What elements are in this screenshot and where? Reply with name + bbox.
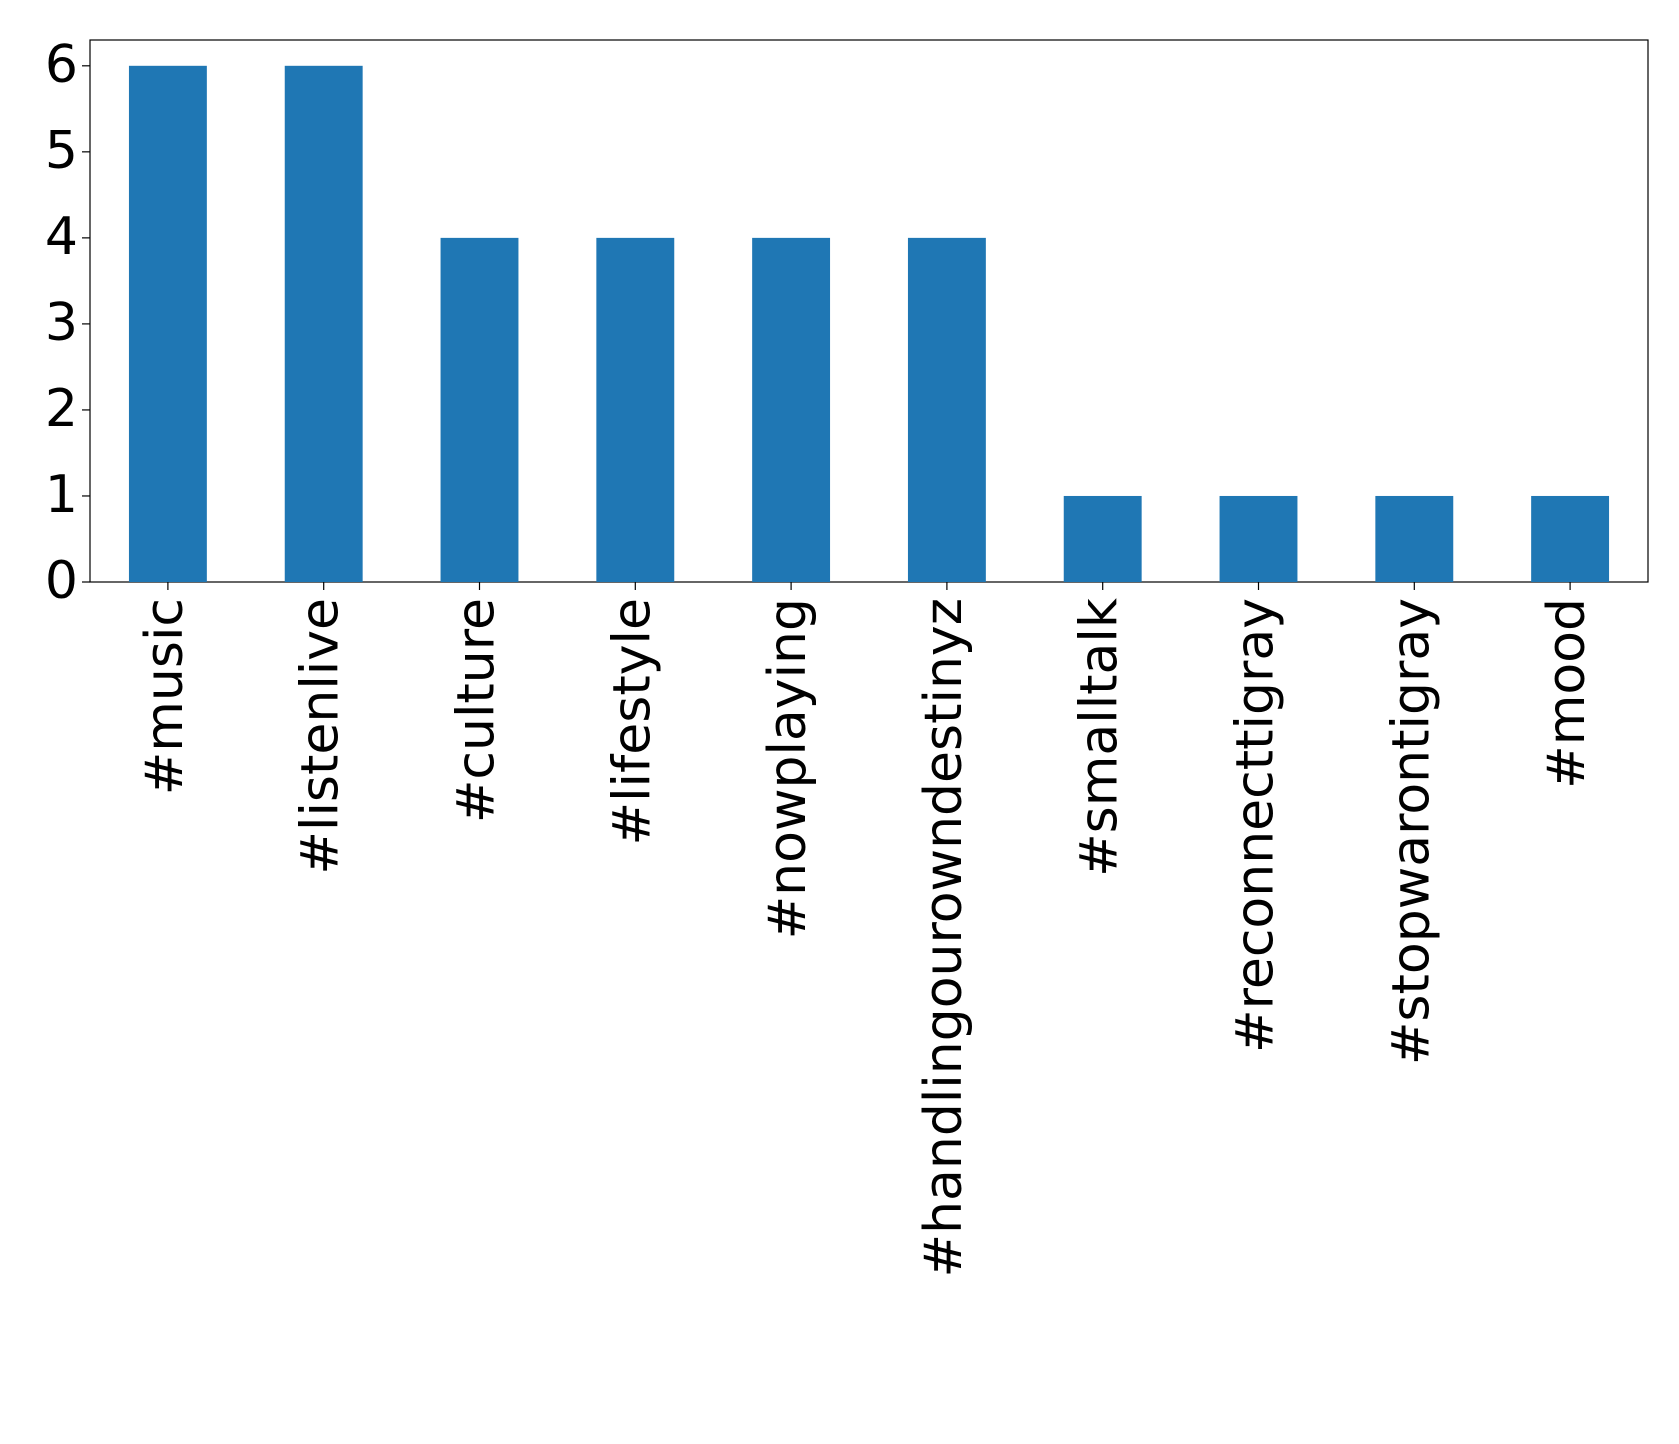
bar (1375, 495, 1454, 582)
x-tick-label: #handlingourowndestinyz (914, 598, 974, 1277)
bar (1219, 495, 1298, 582)
x-tick-label: #lifestyle (602, 598, 662, 845)
x-tick-label: #reconnecttigray (1226, 598, 1286, 1053)
plot-frame (89, 39, 1649, 583)
y-tick-label: 5 (45, 121, 78, 181)
bar (1531, 495, 1610, 582)
y-tick-label: 0 (45, 551, 78, 611)
bar (596, 237, 675, 582)
y-tick-label: 4 (45, 207, 78, 267)
bar (1063, 495, 1142, 582)
y-tick-label: 2 (45, 379, 78, 439)
x-tick-label: #listenlive (291, 598, 351, 875)
x-tick-label: #music (135, 598, 195, 795)
bar (907, 237, 986, 582)
x-tick-label: #stopwarontigray (1381, 598, 1441, 1065)
x-tick-label: #culture (447, 598, 507, 823)
bar (128, 65, 207, 583)
y-tick-label: 6 (45, 35, 78, 95)
x-tick-label: #nowplaying (758, 598, 818, 939)
x-tick-label: #smalltalk (1070, 598, 1130, 877)
bar (284, 65, 363, 583)
x-tick-label: #mood (1537, 598, 1597, 789)
y-tick-label: 3 (45, 293, 78, 353)
bar (440, 237, 519, 582)
bar (752, 237, 831, 582)
y-tick-label: 1 (45, 465, 78, 525)
